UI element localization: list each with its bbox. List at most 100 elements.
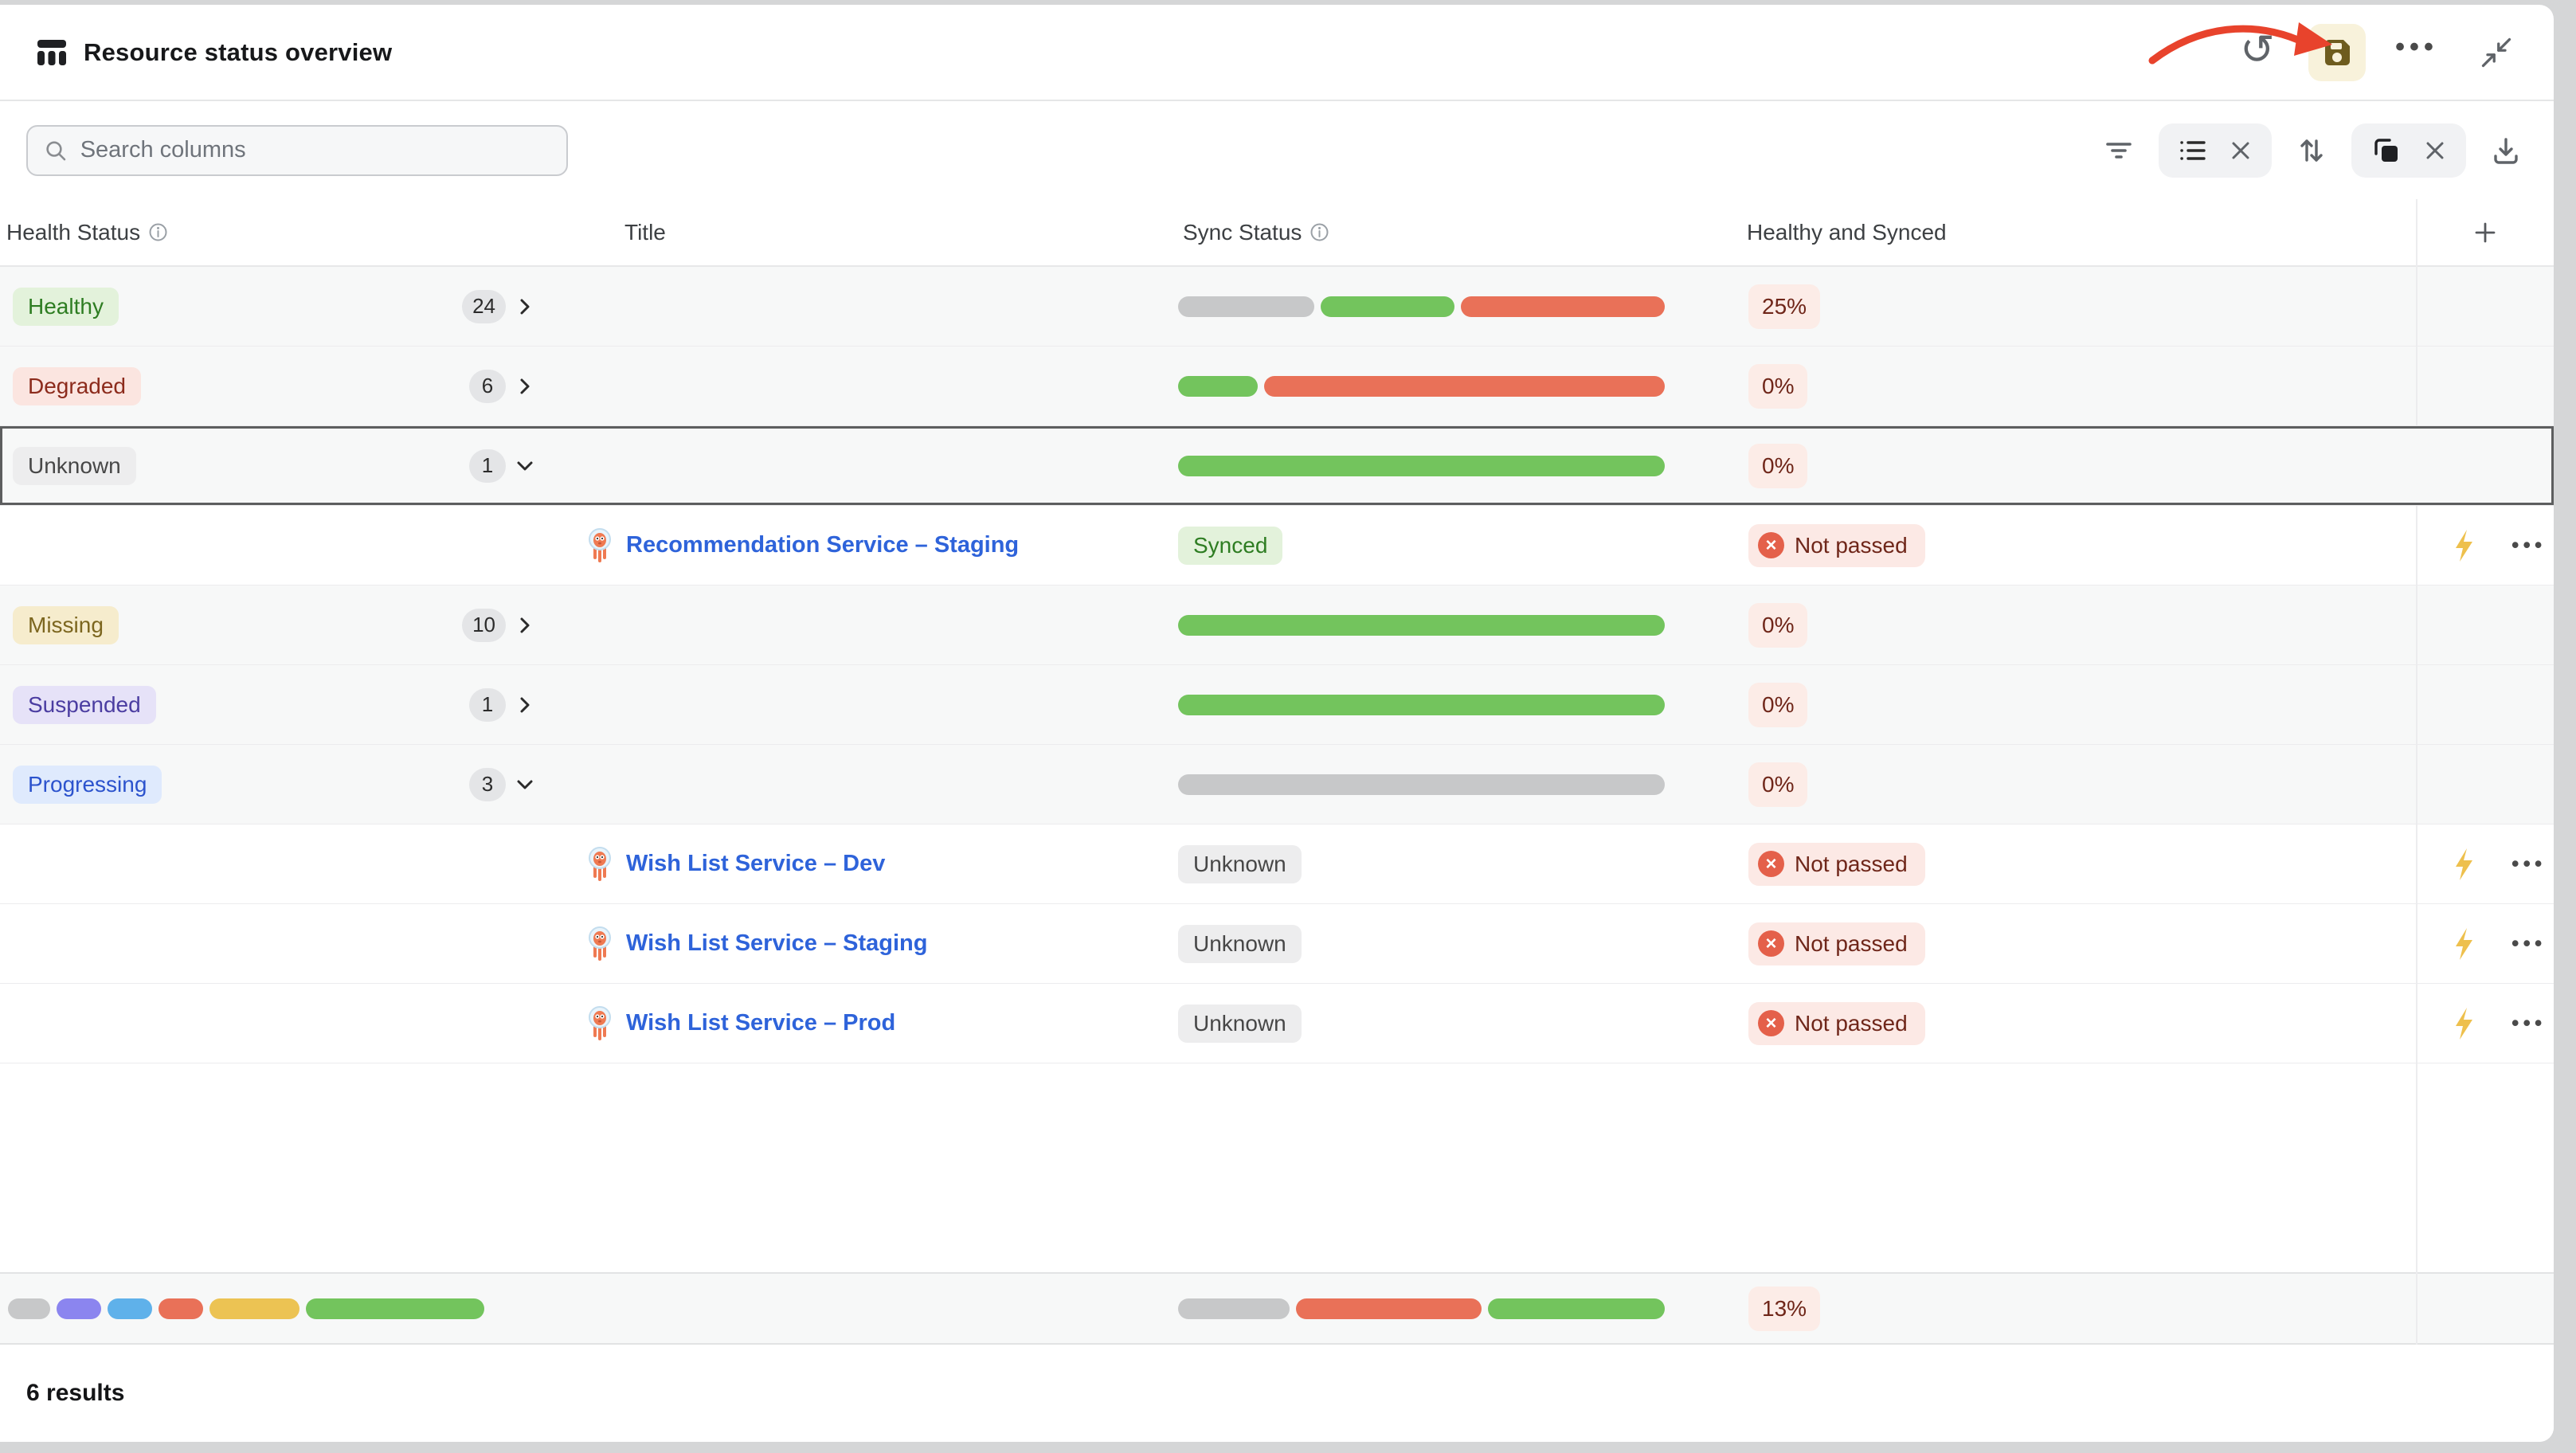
info-icon[interactable] [148,222,168,242]
table-row-resource[interactable]: Recommendation Service – Staging Synced … [0,506,2554,586]
bar-segment-red [159,1298,204,1319]
table-row-resource[interactable]: Wish List Service – Prod Unknown × Not p… [0,984,2554,1063]
resource-link[interactable]: Wish List Service – Prod [626,1010,896,1036]
sync-status-bar [1178,296,1665,317]
row-menu-icon[interactable]: ••• [2511,852,2547,875]
bar-segment-gray [8,1298,51,1319]
healthy-synced-badge: 0% [1748,682,1808,727]
lightning-icon[interactable] [2451,528,2476,563]
lightning-icon[interactable] [2451,847,2476,882]
resource-link[interactable]: Wish List Service – Dev [626,851,886,876]
sort-button[interactable] [2296,135,2327,166]
count-badge: 3 [469,767,506,801]
count-badge: 1 [469,448,506,483]
widget-panel: Resource status overview ↺ ••• [0,5,2554,1442]
more-options-button[interactable]: ••• [2388,24,2445,81]
results-footer: 6 results [0,1345,2554,1442]
undo-button[interactable]: ↺ [2229,24,2286,81]
table-row-progressing[interactable]: Progressing 3 0% [0,745,2554,824]
healthy-synced-summary-badge: 13% [1748,1286,1821,1331]
bar-segment-yellow [209,1298,299,1319]
bar-segment-green [1178,375,1258,397]
chevron-right-icon[interactable] [519,695,531,715]
lightning-icon[interactable] [2451,926,2476,961]
chevron-right-icon[interactable] [519,377,531,396]
search-box[interactable] [26,124,568,176]
squid-icon [583,846,617,883]
healthy-synced-badge: 25% [1748,284,1821,329]
sync-distribution-bar [1178,1298,1665,1319]
x-circle-icon: × [1758,851,1784,877]
resource-link[interactable]: Wish List Service – Staging [626,930,928,956]
health-status-badge: Degraded [13,366,141,405]
collapse-button[interactable] [2468,24,2525,81]
save-icon [2325,39,2350,65]
chevron-right-icon[interactable] [519,616,531,635]
table-body: Healthy 24 25% Degraded 6 [0,267,2554,1063]
table-row-unknown[interactable]: Unknown 1 0% [0,426,2554,506]
column-header-sync-status[interactable]: Sync Status [1183,219,1302,245]
sync-status-badge: Unknown [1178,844,1302,883]
not-passed-badge: × Not passed [1748,922,1925,965]
clear-group-button[interactable] [2229,139,2253,163]
download-button[interactable] [2490,135,2522,166]
squid-icon [583,926,617,962]
row-menu-icon[interactable]: ••• [2511,533,2547,557]
search-icon [46,140,66,160]
download-icon [2494,137,2518,164]
row-menu-icon[interactable]: ••• [2511,1011,2547,1035]
clear-copy-button[interactable] [2423,139,2447,163]
healthy-synced-badge: 0% [1748,762,1808,807]
health-status-badge: Healthy [13,287,119,326]
bar-segment-gray [1178,1298,1290,1319]
column-header-healthy-synced[interactable]: Healthy and Synced [1747,219,1947,245]
table-row-resource[interactable]: Wish List Service – Dev Unknown × Not pa… [0,824,2554,904]
table-icon [37,39,66,65]
bar-segment-green [1321,296,1454,317]
group-by-list-button[interactable] [2178,135,2208,166]
health-distribution-bar [8,1298,484,1319]
not-passed-badge: × Not passed [1748,523,1925,567]
squid-icon [583,1005,617,1042]
table-row-suspended[interactable]: Suspended 1 0% [0,665,2554,745]
table-row-healthy[interactable]: Healthy 24 25% [0,267,2554,347]
x-circle-icon: × [1758,532,1784,558]
count-badge: 24 [462,289,506,323]
info-icon[interactable] [1310,222,1329,242]
table-row-resource[interactable]: Wish List Service – Staging Unknown × No… [0,904,2554,984]
table-row-missing[interactable]: Missing 10 0% [0,586,2554,665]
summary-row: 13% [0,1272,2554,1345]
bar-segment-blue [108,1298,153,1319]
row-menu-icon[interactable]: ••• [2511,931,2547,955]
filter-button[interactable] [2103,135,2135,166]
bar-segment-gray [1178,773,1665,795]
column-header-health-status[interactable]: Health Status [6,219,141,245]
copy-view-icon [2374,138,2398,162]
table-toolbar [0,101,2554,199]
resource-link[interactable]: Recommendation Service – Staging [626,532,1020,558]
bar-segment-green [1487,1298,1665,1319]
health-status-badge: Missing [13,605,119,644]
lightning-icon[interactable] [2451,1006,2476,1041]
sync-status-bar [1178,455,1665,476]
collapse-icon [2481,37,2511,67]
table-row-degraded[interactable]: Degraded 6 0% [0,347,2554,426]
group-by-list-icon [2180,140,2206,160]
filter-icon [2106,142,2132,159]
search-input[interactable] [80,137,550,163]
save-button[interactable] [2308,23,2366,81]
sync-status-bar [1178,773,1665,795]
copy-view-button[interactable] [2370,135,2402,166]
undo-icon: ↺ [2240,26,2275,73]
chevron-down-icon[interactable] [515,778,534,791]
chevron-right-icon[interactable] [519,297,531,316]
chevron-down-icon[interactable] [515,460,534,472]
widget-titlebar: Resource status overview ↺ ••• [0,5,2554,101]
clear-group-icon [2232,142,2249,159]
bar-segment-green [1178,694,1665,715]
column-header-title[interactable]: Title [624,219,666,245]
bar-segment-green [305,1298,484,1319]
sort-icon [2300,139,2323,162]
add-column-icon[interactable] [2472,220,2498,245]
bar-segment-green [1178,455,1665,476]
